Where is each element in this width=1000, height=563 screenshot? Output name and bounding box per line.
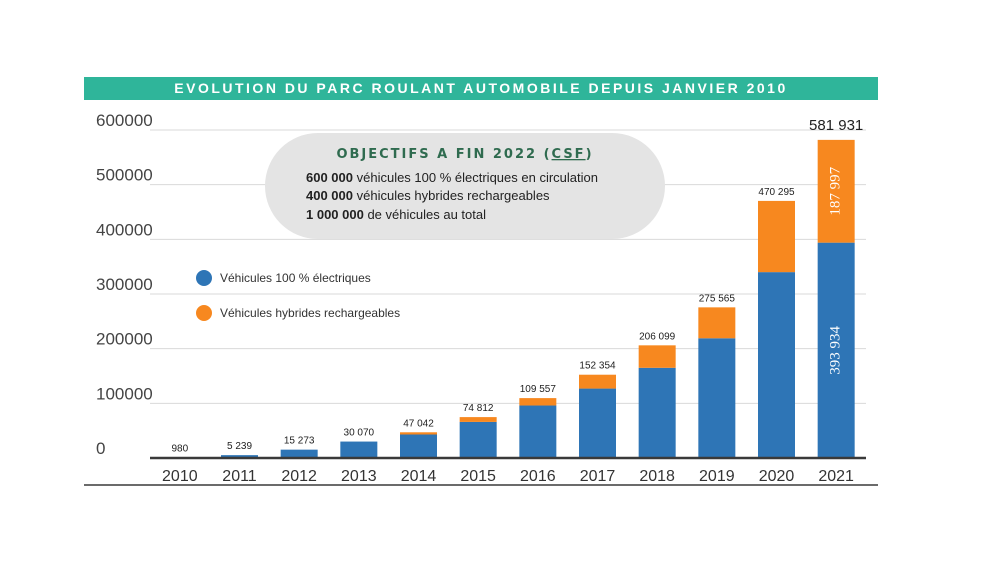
bar-electric-2014	[400, 434, 437, 458]
objectives-title: OBJECTIFS A FIN 2022 (CSF)	[336, 147, 593, 162]
bar-hybrid-2016	[519, 398, 557, 406]
total-label-2018: 206 099	[639, 331, 676, 342]
y-tick-label: 500000	[96, 166, 153, 185]
bar-hybrid-2015	[459, 417, 497, 422]
y-tick-label: 400000	[96, 220, 153, 239]
objective-line-electric: 600 000 véhicules 100 % électriques en c…	[306, 170, 598, 185]
total-label-2021: 581 931	[809, 117, 863, 134]
total-label-2016: 109 557	[520, 384, 557, 395]
objectives-background	[265, 133, 665, 239]
total-label-2017: 152 354	[579, 361, 616, 372]
total-label-2015: 74 812	[463, 403, 494, 414]
bar-electric-2013	[340, 441, 378, 458]
total-label-2013: 30 070	[344, 428, 375, 439]
bar-electric-2011	[221, 455, 258, 458]
x-tick-label: 2020	[759, 468, 795, 485]
x-tick-label: 2015	[460, 468, 496, 485]
legend-swatch-hybrid	[196, 305, 212, 321]
bar-hybrid-2020	[758, 200, 795, 273]
bar-electric-2012	[280, 449, 318, 458]
total-label-2010: 980	[171, 443, 188, 454]
bar-electric-2021	[817, 242, 855, 458]
y-tick-label: 0	[96, 439, 105, 458]
bar-electric-2017	[579, 388, 616, 458]
segment-label-electric-2021: 393 934	[828, 325, 844, 374]
chart-title-banner: EVOLUTION DU PARC ROULANT AUTOMOBILE DEP…	[84, 77, 878, 100]
x-tick-label: 2017	[580, 468, 616, 485]
x-tick-label: 2021	[818, 468, 854, 485]
bar-electric-2018	[638, 367, 676, 458]
bar-electric-2020	[758, 272, 795, 458]
bar-hybrid-2021	[817, 139, 855, 243]
bar-electric-2016	[519, 405, 557, 458]
x-tick-label: 2011	[222, 468, 257, 485]
y-tick-label: 600000	[96, 111, 153, 130]
total-label-2020: 470 295	[758, 187, 795, 198]
total-label-2014: 47 042	[403, 418, 434, 429]
y-tick-label: 100000	[96, 384, 153, 403]
objective-line-hybrid: 400 000 véhicules hybrides rechargeables	[306, 188, 550, 203]
total-label-2012: 15 273	[284, 436, 315, 447]
objectives-box: OBJECTIFS A FIN 2022 (CSF) 600 000 véhic…	[265, 133, 665, 239]
x-tick-label: 2019	[699, 468, 735, 485]
bar-electric-2015	[459, 421, 497, 458]
legend-label-hybrid: Véhicules hybrides rechargeables	[220, 306, 400, 320]
x-tick-label: 2016	[520, 468, 556, 485]
legend: Véhicules 100 % électriques Véhicules hy…	[196, 270, 400, 321]
x-tick-label: 2013	[341, 468, 377, 485]
bar-hybrid-2018	[638, 345, 676, 368]
bar-hybrid-2017	[579, 374, 616, 389]
legend-label-electric: Véhicules 100 % électriques	[220, 271, 371, 285]
x-tick-label: 2012	[281, 468, 317, 485]
legend-swatch-electric	[196, 270, 212, 286]
objective-line-total: 1 000 000 de véhicules au total	[306, 207, 486, 222]
x-tick-label: 2014	[401, 468, 437, 485]
bar-hybrid-2014	[400, 432, 437, 435]
y-tick-label: 200000	[96, 330, 153, 349]
y-tick-label: 300000	[96, 275, 153, 294]
x-tick-label: 2010	[162, 468, 198, 485]
x-tick-label: 2018	[639, 468, 675, 485]
total-label-2019: 275 565	[699, 293, 736, 304]
total-label-2011: 5 239	[227, 441, 252, 452]
bar-electric-2019	[698, 338, 736, 458]
bar-hybrid-2019	[698, 307, 736, 339]
segment-label-hybrid-2021: 187 997	[828, 166, 844, 215]
